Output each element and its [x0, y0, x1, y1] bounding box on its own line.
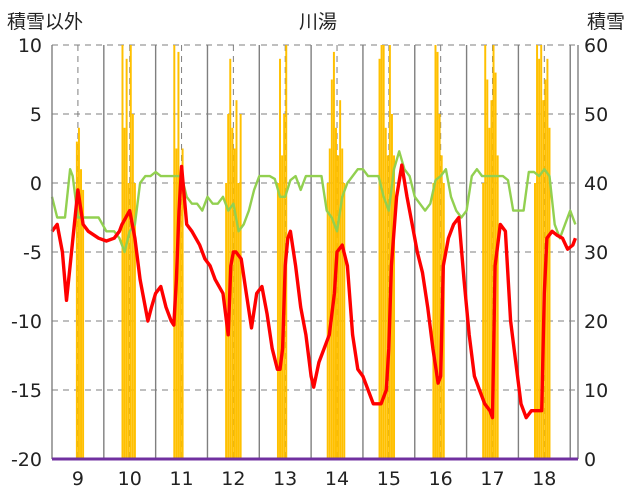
snow-bar [80, 169, 83, 459]
snow-bar [534, 183, 536, 459]
right-tick-label: 10 [584, 380, 608, 402]
x-tick-label: 18 [532, 468, 556, 490]
snow-bar [378, 58, 381, 460]
snow-bar [133, 183, 136, 459]
snow-bar [231, 127, 234, 460]
plot-frame [51, 45, 579, 461]
snow-bar [393, 155, 396, 459]
snow-bar [438, 114, 441, 459]
x-tick-label: 15 [377, 468, 401, 490]
x-tick-label: 14 [325, 468, 349, 490]
snow-bar [488, 127, 491, 460]
snow-bar [339, 100, 342, 459]
snow-bar [384, 127, 387, 460]
left-tick-label: 10 [18, 35, 42, 57]
snow-bar [337, 155, 340, 459]
x-tick-label: 16 [429, 468, 453, 490]
snow-bar [382, 45, 385, 459]
snow-bar [492, 45, 495, 459]
snow-bar [123, 127, 126, 460]
right-tick-label: 50 [584, 104, 608, 126]
x-tick-label: 12 [221, 468, 245, 490]
snow-bar [490, 100, 493, 459]
right-tick-label: 0 [584, 449, 596, 471]
snow-bar [279, 58, 282, 460]
snow-bar [540, 45, 543, 459]
snow-bar [432, 183, 435, 459]
snow-bar [127, 183, 130, 459]
x-tick-label: 10 [118, 468, 142, 490]
snow-bar [276, 183, 279, 459]
snow-bar [332, 51, 335, 460]
right-tick-label: 30 [584, 242, 608, 264]
x-tick-label: 13 [273, 468, 297, 490]
right-tick-label: 60 [584, 35, 608, 57]
x-tick-label: 11 [169, 468, 193, 490]
snow-bar [75, 141, 78, 459]
series-lines [50, 150, 577, 420]
left-tick-label: 5 [30, 104, 42, 126]
green-series-line [50, 150, 577, 254]
left-axis-label: 積雪以外 [7, 11, 83, 33]
red-series-line [50, 163, 577, 420]
left-tick-label: -5 [23, 242, 42, 264]
snow-bar [388, 45, 391, 459]
snow-bar [77, 127, 80, 460]
snow-bar [341, 148, 344, 459]
snow-bar [281, 155, 284, 459]
snow-bar [484, 45, 487, 459]
snow-bar [343, 183, 346, 459]
snow-bar [380, 45, 383, 459]
x-axis-ticks: 9 10 11 12 13 14 15 16 17 18 [72, 468, 557, 490]
left-tick-label: -20 [11, 449, 42, 471]
snow-bar [181, 148, 184, 459]
right-axis-ticks: 60 50 40 30 20 10 0 [584, 35, 608, 471]
right-tick-label: 20 [584, 311, 608, 333]
snow-bar [82, 189, 85, 459]
x-tick-label: 17 [480, 468, 504, 490]
snow-bar [328, 148, 331, 459]
snow-bar [179, 176, 182, 459]
snow-bar [235, 100, 238, 459]
snow-bar [486, 79, 489, 459]
snow-bar [442, 183, 445, 459]
snow-bar [326, 183, 329, 459]
snow-bar [482, 183, 485, 459]
snow-bar [434, 45, 437, 459]
snow-bar [330, 79, 333, 459]
chart-title: 川湯 [299, 11, 337, 33]
snow-bar [129, 45, 132, 459]
snow-bar [131, 114, 134, 459]
snow-bar [239, 114, 242, 459]
snow-bar [229, 58, 232, 460]
left-tick-label: 0 [30, 173, 42, 195]
snow-bar [173, 45, 176, 459]
snow-bar [436, 51, 439, 460]
snow-bar [237, 183, 240, 459]
x-tick-label: 9 [72, 468, 84, 490]
snow-bars [75, 45, 551, 460]
left-axis-ticks: 10 5 0 -5 -10 -15 -20 [11, 35, 42, 471]
left-tick-label: -10 [11, 311, 42, 333]
snow-bar [125, 58, 128, 460]
snow-bar [121, 45, 124, 459]
snow-bar [536, 45, 539, 459]
right-tick-label: 40 [584, 173, 608, 195]
snow-bar [496, 155, 499, 459]
right-axis-label: 積雪 [587, 11, 625, 33]
snow-bar [233, 148, 236, 459]
left-tick-label: -15 [11, 380, 42, 402]
snow-bar [548, 127, 551, 460]
snow-bar [227, 114, 230, 459]
snow-bar [538, 58, 541, 460]
snow-bar [386, 155, 389, 459]
